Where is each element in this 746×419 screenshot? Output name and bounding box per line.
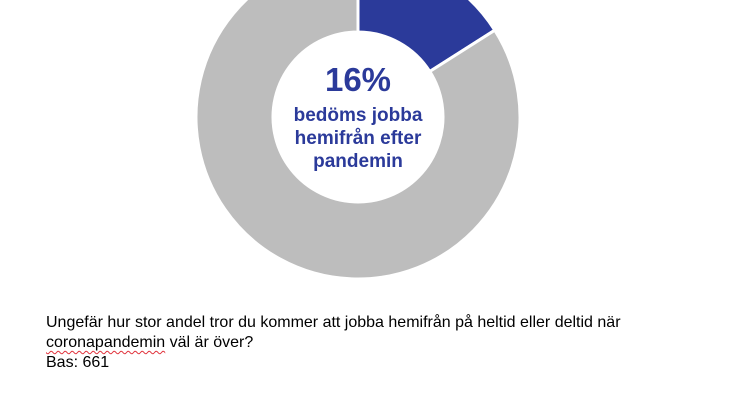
center-label-line-2: hemifrån efter <box>295 128 422 149</box>
donut-slices <box>194 0 522 281</box>
spellcheck-word: coronapandemin <box>46 334 166 351</box>
center-label-line-3: pandemin <box>313 151 403 172</box>
question-line-1: Ungefär hur stor andel tror du kommer at… <box>46 314 621 331</box>
center-label-line-1: bedöms jobba <box>294 105 423 126</box>
donut-slice-2 <box>194 0 522 281</box>
question-caption: Ungefär hur stor andel tror du kommer at… <box>46 313 726 373</box>
center-percentage: 16% <box>325 61 391 98</box>
question-line-2: coronapandemin väl är över? <box>46 333 726 353</box>
base-count: Bas: 661 <box>46 354 110 371</box>
question-line-2-rest: väl är över? <box>165 334 254 351</box>
